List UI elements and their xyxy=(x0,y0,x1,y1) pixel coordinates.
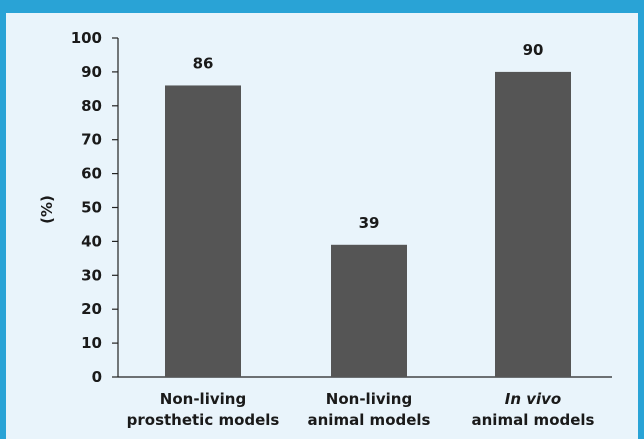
y-tick-label: 100 xyxy=(71,29,102,47)
category-label-1-line-2: prosthetic models xyxy=(127,411,280,429)
value-label-3: 90 xyxy=(523,41,544,59)
y-axis-label: (%) xyxy=(38,195,56,224)
y-tick-label: 60 xyxy=(81,165,102,183)
y-tick-label: 20 xyxy=(81,300,102,318)
y-tick-label: 30 xyxy=(81,266,102,284)
value-label-1: 86 xyxy=(193,54,214,72)
y-tick-label: 50 xyxy=(81,199,102,217)
category-label-3-line-1: In vivo xyxy=(505,390,561,408)
category-label-1-line-1: Non-living xyxy=(160,390,246,408)
y-tick-label: 70 xyxy=(81,131,102,149)
bar-3 xyxy=(495,71,571,378)
bars-group xyxy=(165,71,571,378)
y-tick-label: 90 xyxy=(81,63,102,81)
y-tick-label: 80 xyxy=(81,97,102,115)
y-tick-label: 0 xyxy=(92,368,102,386)
bar-1 xyxy=(165,85,241,378)
category-label-3-line-2: animal models xyxy=(472,411,595,429)
figure-header-strip xyxy=(0,0,644,13)
value-label-2: 39 xyxy=(359,214,380,232)
y-tick-label: 10 xyxy=(81,334,102,352)
bar-2 xyxy=(331,244,407,377)
category-label-2-line-2: animal models xyxy=(308,411,431,429)
axes: 0 10 20 30 40 50 60 70 80 90 100 (%) xyxy=(38,29,612,386)
category-label-2-line-1: Non-living xyxy=(326,390,412,408)
y-tick-label: 40 xyxy=(81,232,102,250)
labels-group: 86 Non-living prosthetic models 39 Non-livin… xyxy=(127,41,595,429)
